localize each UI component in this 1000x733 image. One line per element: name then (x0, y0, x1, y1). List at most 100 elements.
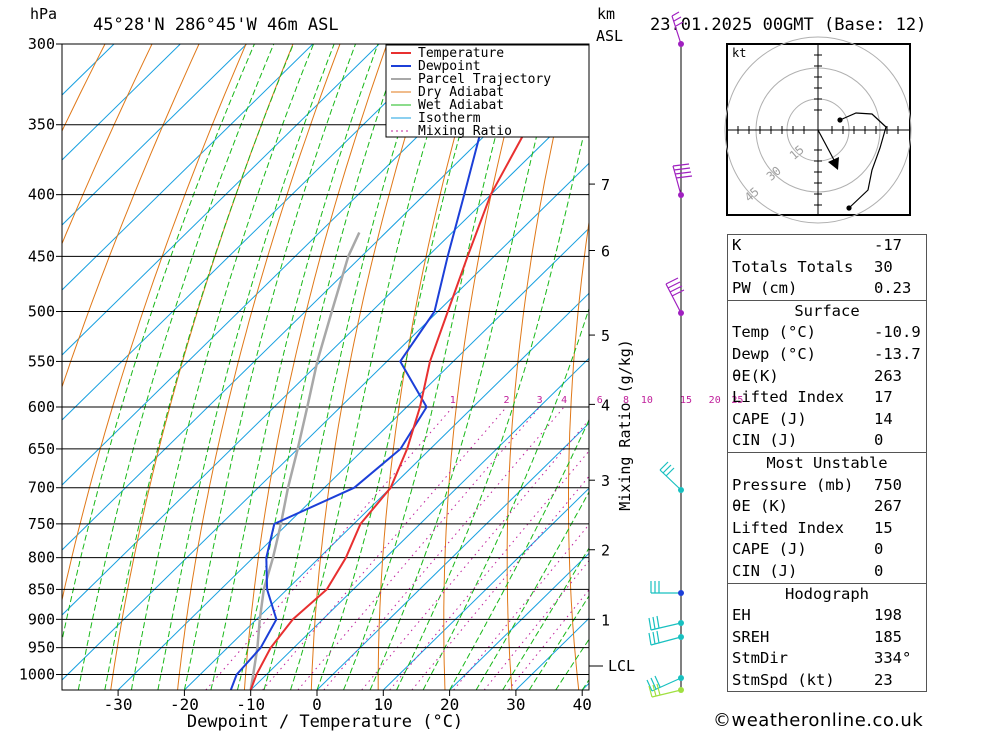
stat-row: Totals Totals 30 (728, 257, 926, 279)
lcl-label: LCL (608, 657, 635, 675)
wind-dot-500 (678, 310, 684, 316)
isotherm-line (62, 44, 314, 291)
wind-profile (646, 11, 693, 698)
wind-barb-700 (659, 461, 682, 491)
mixing-ratio-label: 6 (597, 395, 603, 406)
hodograph-axes (727, 44, 910, 215)
wet-adiabat-line (290, 44, 456, 690)
stat-value: 198 (874, 606, 902, 625)
temperature-tick-label: 10 (374, 695, 393, 714)
section-title-surface: Surface (794, 301, 860, 320)
stats-surface: Surface Temp (°C) -10.9 Dewp (°C) -13.7 θE… (727, 299, 927, 452)
stat-label: θE(K) (732, 366, 779, 385)
storm-motion-vector (817, 129, 835, 161)
dry-adiabat-line (568, 218, 589, 690)
stat-label: EH (732, 606, 751, 625)
wind-dot-925 (678, 634, 684, 640)
datetime-title: 23.01.2025 00GMT (Base: 12) (650, 15, 926, 35)
stat-row: Lifted Index 15 (728, 518, 926, 540)
pressure-tick-label: 350 (28, 116, 55, 134)
stat-value: 334° (874, 649, 912, 668)
wind-barbs-upper (665, 11, 693, 314)
asl-label: ASL (596, 27, 623, 45)
stats-hodograph: Hodograph EH 198 SREH 185 StmDir 334° StmSp… (727, 582, 927, 693)
stat-row: CIN (J) 0 (728, 430, 926, 452)
mixing-ratio-labels: 1 2 3 4 6 8 10 15 20 25 (450, 395, 744, 406)
isotherm-line (316, 422, 589, 690)
temperature-line (249, 45, 589, 690)
parcel-trajectory-line (249, 231, 361, 690)
mixing-ratio-label: 3 (537, 395, 543, 406)
wind-barb-400 (672, 163, 693, 196)
pressure-tick-label: 300 (28, 35, 55, 53)
section-title-hodograph: Hodograph (785, 584, 869, 603)
stat-value: -10.9 (874, 323, 921, 342)
height-tick-label: 4 (601, 396, 610, 414)
pressure-grid (56, 43, 589, 676)
wind-barb-300 (671, 11, 684, 45)
isotherm-line (117, 227, 589, 690)
wind-dot-400 (678, 192, 684, 198)
stat-value: 30 (874, 257, 893, 276)
isotherm-line (62, 44, 446, 421)
wet-adiabat-line (396, 110, 589, 690)
legend-isotherm: Isotherm (418, 111, 481, 126)
hodograph-unit: kt (732, 46, 746, 60)
section-title-most-unstable: Most Unstable (766, 453, 888, 472)
stat-row: StmSpd (kt) 23 (728, 670, 926, 692)
mixing-ratio-axis-title: Mixing Ratio (g/kg) (616, 339, 634, 511)
isotherm-line (449, 552, 589, 690)
dry-adiabat-line (62, 44, 200, 389)
wet-adiabat-line (62, 44, 255, 643)
wet-adiabat-line (263, 44, 428, 690)
stat-label: θE (K) (732, 497, 788, 516)
wet-adiabat-line (422, 307, 589, 690)
stat-label: Pressure (mb) (732, 475, 854, 494)
temperature-tick-label: 40 (573, 695, 592, 714)
stat-label: Lifted Index (732, 518, 844, 537)
dry-adiabat-line (62, 44, 247, 603)
stat-value: 0 (874, 561, 884, 580)
isotherm-line (62, 162, 589, 681)
temperature-tick-label: 0 (312, 695, 322, 714)
mixing-ratio-label: 25 (731, 395, 743, 406)
stat-label: SREH (732, 627, 770, 646)
hodograph-start-dot (846, 205, 852, 211)
stat-label: Lifted Index (732, 388, 844, 407)
stat-row: CAPE (J) 14 (728, 409, 926, 431)
wind-dot-700 (678, 487, 684, 493)
stats-most-unstable: Most Unstable Pressure (mb) 750 θE (K) 267… (727, 451, 927, 583)
mixing-ratio-label: 4 (561, 395, 567, 406)
wind-barb-850 (650, 581, 681, 594)
stat-value: 17 (874, 388, 893, 407)
km-label: km (597, 5, 615, 23)
temperature-tick-label: 20 (440, 695, 459, 714)
stat-value: 750 (874, 475, 902, 494)
pressure-tick-label: 950 (28, 639, 55, 657)
wet-adiabat-line (183, 44, 356, 690)
mixing-ratio-label: 15 (680, 395, 692, 406)
wind-dot-900 (678, 620, 684, 626)
height-axis-labels: 7 6 5 4 3 2 1 (589, 176, 610, 629)
x-axis-title: Dewpoint / Temperature (°C) (187, 712, 463, 732)
legend-box (385, 44, 590, 138)
credit-link[interactable]: ©weatheronline.co.uk (713, 710, 924, 731)
pressure-axis-labels: 300 350 400 450 500 550 600 650 700 750 800 850 900 9… (19, 35, 55, 684)
stat-label: CIN (J) (732, 431, 798, 450)
pressure-tick-label: 750 (28, 515, 55, 533)
wet-adiabat-line (77, 44, 275, 690)
wind-barb-surface (648, 683, 682, 698)
mixing-ratio-label: 1 (450, 395, 456, 406)
dry-adiabat-line (443, 44, 529, 690)
dry-adiabat-line (62, 44, 153, 245)
stat-value: 267 (874, 497, 902, 516)
legend-wet-adiabat: Wet Adiabat (418, 98, 504, 113)
mixing-ratio-line (389, 450, 589, 690)
isotherm-line (62, 44, 247, 226)
wet-adiabat-line (130, 44, 314, 690)
stat-value: -13.7 (874, 344, 921, 363)
pressure-tick-label: 650 (28, 440, 55, 458)
dry-adiabat-line (506, 44, 576, 690)
hodograph: kt 15 30 45 (724, 36, 912, 224)
stat-row: Temp (°C) -10.9 (728, 322, 926, 344)
